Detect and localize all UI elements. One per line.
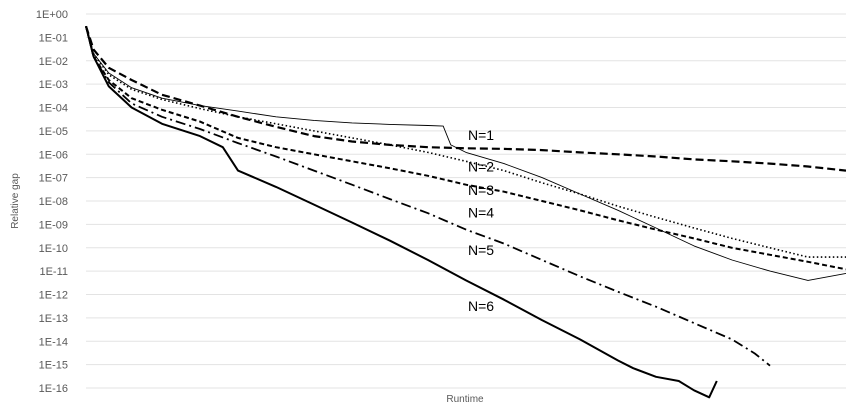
y-tick-label: 1E-09 <box>39 219 68 231</box>
x-axis-title: Runtime <box>446 394 484 405</box>
y-tick-label: 1E-03 <box>39 79 68 91</box>
series-line-n-3 <box>85 25 846 258</box>
series-line-n-2 <box>85 26 846 281</box>
y-tick-label: 1E-07 <box>39 173 68 185</box>
y-tick-label: 1E-02 <box>39 56 68 68</box>
series-label-n-5: N=5 <box>468 242 494 258</box>
series-labels: N=1 N=2 N=3 N=4 N=5 N=6 <box>468 127 494 314</box>
y-tick-label: 1E-01 <box>39 32 68 44</box>
series-label-n-4: N=4 <box>468 204 494 220</box>
y-axis-tick-labels: 1E+00 1E-01 1E-02 1E-03 1E-04 1E-05 1E-06 1E-07… <box>36 9 68 395</box>
y-tick-label: 1E-06 <box>39 149 68 161</box>
series-line-n-6 <box>85 25 718 399</box>
y-tick-label: 1E-05 <box>39 126 68 138</box>
series-label-n-1: N=1 <box>468 127 494 143</box>
series-label-n-6: N=6 <box>468 298 494 314</box>
series-line-n-5 <box>85 25 771 367</box>
y-tick-label: 1E-11 <box>39 266 68 278</box>
series-line-n-4 <box>85 25 846 271</box>
y-tick-label: 1E-08 <box>39 196 68 208</box>
series-line-n-1 <box>84 25 846 172</box>
y-tick-label: 1E-14 <box>39 336 68 348</box>
y-tick-label: 1E-12 <box>39 290 68 302</box>
y-tick-label: 1E-15 <box>39 360 68 372</box>
y-axis-title: Relative gap <box>10 173 21 229</box>
gridlines <box>86 13 846 389</box>
series-label-n-2: N=2 <box>468 159 494 175</box>
series-label-n-3: N=3 <box>468 182 494 198</box>
y-tick-label: 1E-16 <box>39 383 68 395</box>
y-tick-label: 1E-04 <box>39 103 68 115</box>
series-lines <box>84 25 846 399</box>
y-tick-label: 1E-13 <box>39 313 68 325</box>
y-tick-label: 1E+00 <box>36 9 68 21</box>
y-tick-label: 1E-10 <box>39 243 68 255</box>
